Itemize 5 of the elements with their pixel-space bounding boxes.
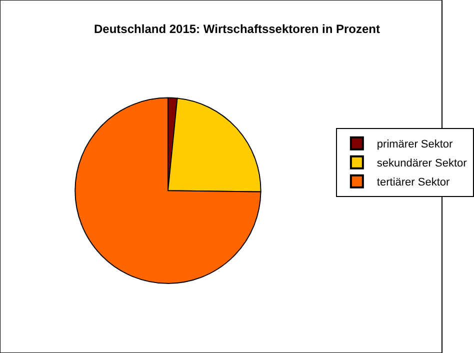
pie-slice [74,97,262,284]
legend-label: tertiärer Sektor [376,176,450,189]
legend-label: primärer Sektor [376,138,454,151]
legend-label: sekundärer Sektor [376,158,468,170]
chart-title: Deutschland 2015: Wirtschaftssektoren in Prozent [94,22,380,36]
